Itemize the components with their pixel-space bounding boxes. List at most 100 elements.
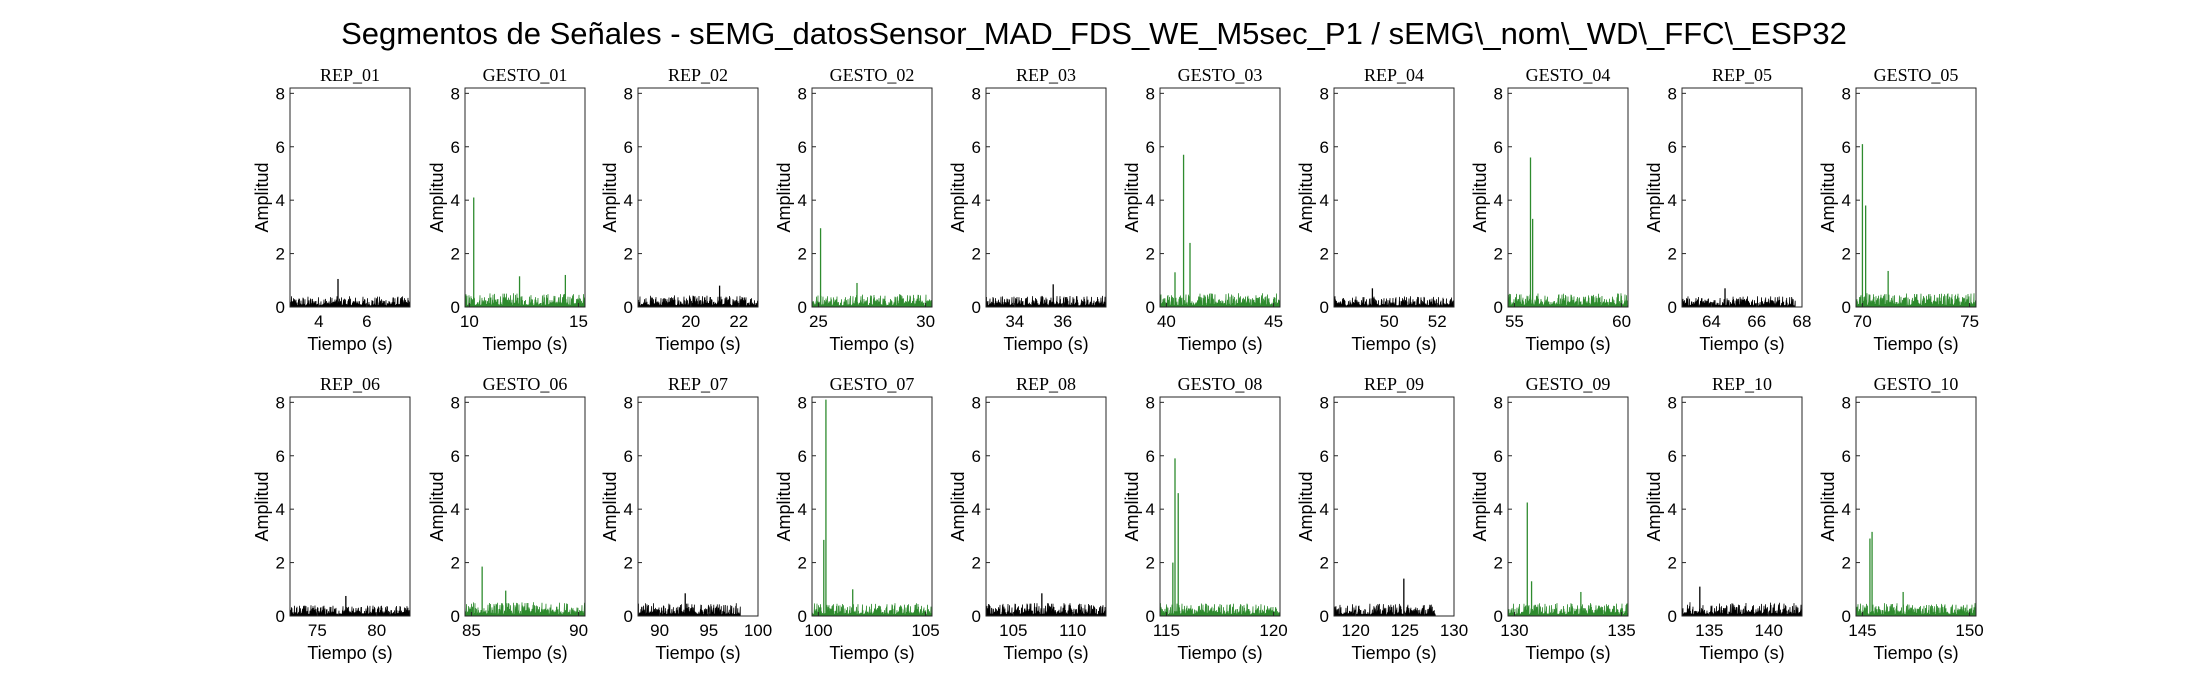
- subplot-title: REP_08: [1016, 374, 1076, 394]
- x-tick-label: 20: [681, 312, 700, 331]
- axes-frame: [289, 87, 411, 308]
- y-tick-label: 4: [276, 191, 285, 210]
- x-axis-label: Tiempo (s): [1177, 334, 1262, 354]
- y-tick-label: 0: [276, 607, 285, 626]
- y-tick-label: 8: [1320, 84, 1329, 103]
- y-tick-label: 0: [1146, 298, 1155, 317]
- y-tick-label: 8: [1146, 393, 1155, 412]
- y-tick-label: 8: [1494, 393, 1503, 412]
- y-axis-label: Amplitud: [427, 471, 447, 541]
- signal-noise-rep-01: [289, 296, 411, 308]
- y-tick-label: 4: [624, 500, 633, 519]
- y-tick-label: 0: [798, 607, 807, 626]
- axes-frame: [811, 87, 933, 308]
- subplot-title: REP_09: [1364, 374, 1424, 394]
- x-tick-label: 55: [1505, 312, 1524, 331]
- figure-title: Segmentos de Señales - sEMG_datosSensor_…: [341, 16, 1847, 51]
- signal-noise-gesto-04: [1507, 293, 1629, 308]
- y-tick-label: 8: [1146, 84, 1155, 103]
- x-tick-label: 135: [1607, 621, 1635, 640]
- y-tick-label: 4: [1146, 191, 1155, 210]
- y-tick-label: 4: [972, 191, 981, 210]
- y-tick-label: 8: [798, 84, 807, 103]
- x-tick-label: 125: [1391, 621, 1419, 640]
- x-tick-label: 105: [999, 621, 1027, 640]
- y-tick-label: 0: [624, 607, 633, 626]
- y-tick-label: 4: [798, 500, 807, 519]
- y-tick-label: 6: [972, 447, 981, 466]
- subplot-title: GESTO_06: [483, 374, 568, 394]
- subplot-gesto-05: 0 2 4 6 8 70 75 GESTO_05 Tiempo (s) Amplitud: [1818, 65, 1979, 354]
- y-axis-label: Amplitud: [948, 471, 968, 541]
- y-tick-label: 2: [276, 245, 285, 264]
- axes-outline: [464, 396, 586, 617]
- y-tick-label: 0: [1842, 298, 1851, 317]
- y-tick-label: 6: [451, 447, 460, 466]
- x-tick-label: 15: [569, 312, 588, 331]
- y-tick-label: 6: [1668, 447, 1677, 466]
- axes-frame: [1855, 87, 1977, 308]
- y-axis-label: Amplitud: [774, 471, 794, 541]
- x-tick-label: 6: [362, 312, 371, 331]
- y-tick-label: 6: [1494, 138, 1503, 157]
- y-tick-label: 6: [1842, 447, 1851, 466]
- y-tick-label: 8: [972, 84, 981, 103]
- axes-outline: [1681, 396, 1803, 617]
- y-tick-label: 6: [1494, 447, 1503, 466]
- x-tick-label: 60: [1612, 312, 1631, 331]
- subplot-title: GESTO_03: [1178, 65, 1263, 85]
- y-tick-label: 4: [624, 191, 633, 210]
- x-tick-label: 75: [1960, 312, 1979, 331]
- y-tick-label: 6: [798, 447, 807, 466]
- axes-outline: [1855, 396, 1977, 617]
- y-axis-label: Amplitud: [1644, 471, 1664, 541]
- axes-outline: [1507, 396, 1629, 617]
- x-tick-label: 66: [1747, 312, 1766, 331]
- axes-frame: [1681, 87, 1803, 308]
- y-tick-label: 2: [972, 245, 981, 264]
- y-tick-label: 8: [276, 393, 285, 412]
- y-tick-label: 2: [1320, 245, 1329, 264]
- axes-outline: [289, 87, 411, 308]
- y-tick-label: 2: [798, 245, 807, 264]
- y-axis-label: Amplitud: [774, 162, 794, 232]
- axes-outline: [985, 87, 1107, 308]
- axes-outline: [1681, 87, 1803, 308]
- y-tick-label: 4: [1494, 191, 1503, 210]
- y-tick-label: 2: [1668, 245, 1677, 264]
- y-tick-label: 0: [1668, 607, 1677, 626]
- signal-noise-gesto-05: [1855, 293, 1977, 308]
- axes-outline: [985, 396, 1107, 617]
- subplot-gesto-09: 0 2 4 6 8 130 135 GESTO_09 Tiempo (s) Amplitud: [1470, 374, 1636, 663]
- y-tick-label: 8: [1668, 84, 1677, 103]
- subplot-title: REP_04: [1364, 65, 1424, 85]
- y-tick-label: 8: [624, 84, 633, 103]
- y-tick-label: 2: [1494, 554, 1503, 573]
- subplot-title: GESTO_02: [830, 65, 915, 85]
- subplot-title: REP_10: [1712, 374, 1772, 394]
- y-tick-label: 4: [1320, 500, 1329, 519]
- x-tick-label: 22: [729, 312, 748, 331]
- y-axis-label: Amplitud: [252, 162, 272, 232]
- signal-noise-rep-05: [1681, 296, 1796, 308]
- x-tick-label: 105: [911, 621, 939, 640]
- signal-noise-gesto-02: [811, 294, 933, 308]
- x-axis-label: Tiempo (s): [1003, 334, 1088, 354]
- y-tick-label: 4: [1668, 500, 1677, 519]
- subplot-title: GESTO_10: [1874, 374, 1959, 394]
- axes-frame: [985, 396, 1107, 617]
- y-tick-label: 2: [1842, 554, 1851, 573]
- subplot-gesto-02: 0 2 4 6 8 25 30 GESTO_02 Tiempo (s) Amplitud: [774, 65, 935, 354]
- x-tick-label: 100: [804, 621, 832, 640]
- x-axis-label: Tiempo (s): [482, 334, 567, 354]
- subplot-title: REP_01: [320, 65, 380, 85]
- axes-outline: [811, 87, 933, 308]
- y-tick-label: 8: [624, 393, 633, 412]
- y-tick-label: 0: [1320, 298, 1329, 317]
- x-tick-label: 25: [809, 312, 828, 331]
- axes-outline: [1855, 87, 1977, 308]
- y-tick-label: 2: [1668, 554, 1677, 573]
- x-tick-label: 150: [1955, 621, 1983, 640]
- x-tick-label: 110: [1059, 621, 1086, 640]
